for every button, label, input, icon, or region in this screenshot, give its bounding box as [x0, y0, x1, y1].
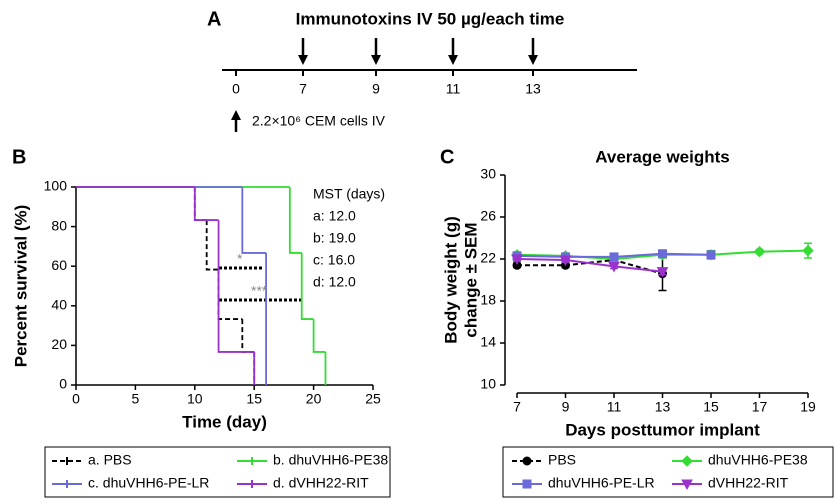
legend-box [502, 446, 834, 498]
panel-label: A [207, 8, 221, 30]
survival-step [205, 220, 219, 271]
x-tick-label: 15 [246, 391, 262, 407]
injection-arrows [231, 38, 538, 132]
timeline-day: 11 [446, 81, 461, 97]
x-tick-label: 10 [187, 391, 203, 407]
y-tick-label: 30 [480, 166, 496, 182]
y-tick-label: 0 [59, 376, 67, 392]
legend-label: dhuVHH6-PE-LR [548, 475, 655, 491]
series [512, 255, 667, 292]
y-tick-label: 14 [480, 334, 496, 350]
x-tick-label: 11 [607, 399, 622, 415]
timeline-day: 7 [299, 81, 307, 97]
point [658, 249, 667, 259]
y-tick-label: 100 [44, 178, 68, 194]
legend-marker [522, 479, 532, 489]
y-tick-label: 20 [51, 336, 67, 352]
point [802, 244, 814, 257]
legend-label: b. dhuVHH6-PE38 [273, 452, 388, 468]
survival-step [312, 319, 326, 353]
mst-entry: b: 19.0 [313, 230, 356, 246]
y-tick-label: 80 [51, 217, 67, 233]
legend-label: dhuVHH6-PE38 [708, 452, 808, 468]
survival-step [300, 252, 314, 320]
y-tick-label: 10 [480, 376, 496, 392]
y-axis-label: change ± SEM [461, 222, 480, 337]
legend-marker [522, 456, 532, 466]
timeline-day: 0 [232, 81, 240, 97]
legend-label: dVHH22-RIT [708, 475, 789, 491]
survival-step [193, 187, 207, 221]
point [753, 245, 766, 258]
x-tick-label: 15 [703, 399, 719, 415]
legend-label: c. dhuVHH6-PE-LR [88, 475, 209, 491]
survival-step [241, 319, 255, 353]
mst-entry: a: 12.0 [313, 208, 356, 224]
significance-bars [219, 266, 302, 302]
y-tick-label: 26 [480, 208, 496, 224]
panel-label: C [440, 146, 454, 168]
timeline-day: 13 [525, 81, 541, 97]
point [559, 255, 572, 267]
chart-title: Average weights [595, 147, 729, 166]
x-tick-label: 5 [132, 391, 140, 407]
survival-step [288, 187, 302, 254]
timeline-day: 9 [372, 81, 380, 97]
point [511, 254, 523, 266]
x-tick-label: 13 [655, 399, 671, 415]
point [656, 267, 669, 278]
x-axis-label: Time (day) [182, 412, 267, 431]
survival-step [217, 269, 243, 320]
survival-step [241, 187, 267, 254]
series [76, 186, 327, 385]
mst-entry: d: 12.0 [313, 274, 356, 290]
mst-title: MST (days) [313, 186, 385, 202]
significance: *** [251, 283, 268, 299]
y-tick-label: 40 [51, 297, 67, 313]
series [76, 186, 256, 385]
legend-label: a. PBS [88, 452, 132, 468]
x-tick-label: 17 [752, 399, 768, 415]
legend-marker [681, 455, 693, 467]
series [76, 186, 256, 385]
legend-marker [681, 479, 693, 491]
mst-entry: c: 16.0 [313, 252, 355, 268]
x-tick-label: 19 [800, 399, 816, 415]
cells-note: 2.2×10⁶ CEM cells IV [252, 113, 386, 129]
survival-step [193, 187, 219, 221]
y-axis-label: Body weight (g) [441, 216, 460, 343]
x-tick-label: 7 [513, 399, 521, 415]
x-tick-label: 20 [306, 391, 322, 407]
series [76, 186, 267, 385]
y-tick-label: 22 [480, 250, 496, 266]
legend-label: d. dVHH22-RIT [273, 475, 369, 491]
x-tick-label: 0 [72, 391, 80, 407]
y-axis-label: Percent survival (%) [11, 205, 30, 368]
significance: * [237, 251, 243, 267]
series [511, 254, 669, 278]
x-axis-label: Days posttumor implant [565, 420, 760, 439]
point [608, 261, 620, 273]
line [516, 258, 663, 273]
point [609, 252, 619, 262]
x-tick-label: 9 [562, 399, 570, 415]
timeline-title: Immunotoxins IV 50 µg/each time [296, 9, 565, 28]
point [706, 250, 716, 260]
legend-label: PBS [548, 452, 576, 468]
line [517, 259, 663, 275]
y-tick-label: 18 [480, 292, 496, 308]
y-tick-label: 60 [51, 257, 67, 273]
panel-label: B [12, 146, 26, 168]
survival-step [217, 220, 255, 353]
x-tick-label: 25 [365, 391, 381, 407]
legend-box [44, 446, 391, 498]
